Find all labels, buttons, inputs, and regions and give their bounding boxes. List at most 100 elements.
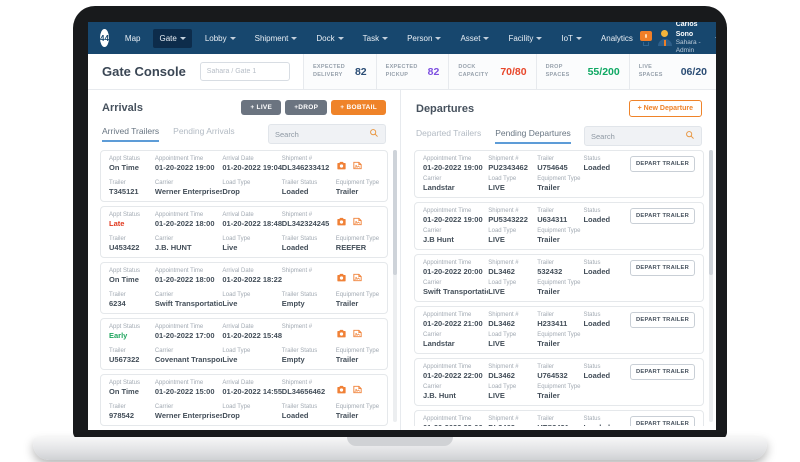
chevron-down-icon[interactable] (714, 36, 716, 40)
departure-card: Appointment Time 01-20-2022 21:00 Shipme… (414, 306, 704, 354)
arrivals-panel: Arrivals + LIVE +DROP + BOBTAIL Arrived … (88, 90, 401, 430)
depart-trailer-button[interactable]: DEPART TRAILER (630, 156, 695, 172)
tab-pending-departures[interactable]: Pending Departures (495, 128, 571, 144)
tab-departed-trailers[interactable]: Departed Trailers (416, 128, 482, 138)
appointment-time-cell: Appointment Time 01-20-2022 22:00 (423, 364, 488, 380)
field-label: Equipment Type (537, 228, 581, 234)
camera-icon[interactable] (336, 270, 347, 288)
arrival-date-cell: Arrival Date 01-20-2022 18:22 (222, 268, 281, 288)
arrivals-scrollbar[interactable] (393, 150, 397, 422)
tab-pending-arrivals[interactable]: Pending Arrivals (173, 126, 235, 136)
field-label: Trailer (109, 236, 126, 242)
field-label: Trailer Status (281, 236, 318, 242)
carrier-cell: Carrier J.B Hunt (423, 228, 488, 244)
carrier-value: Covenant Transport (154, 355, 223, 364)
nav-item[interactable]: Map (119, 29, 147, 48)
nav-item[interactable]: Gate (153, 28, 192, 48)
equipment-type-value: Trailer (335, 299, 359, 308)
chevron-down-icon (536, 36, 543, 40)
trailer-cell: Trailer 532432 (537, 260, 583, 276)
field-label: Trailer (537, 416, 554, 422)
equipment-type-cell: Equipment Type REEFER (336, 236, 379, 252)
trailer-value: 532432 (537, 267, 563, 276)
status-value: Loaded (583, 267, 611, 276)
add-live-button[interactable]: + LIVE (241, 100, 282, 115)
field-label: Trailer (537, 312, 554, 318)
photo-doc-icon[interactable] (352, 158, 363, 176)
equipment-type-cell: Equipment Type Trailer (336, 292, 379, 308)
trailer-value: 6234 (109, 299, 126, 308)
nav-item[interactable]: Task (357, 29, 394, 48)
nav-item[interactable]: Facility (502, 29, 548, 48)
nav-item[interactable]: Person (401, 29, 447, 48)
field-label: Equipment Type (537, 384, 581, 390)
add-drop-button[interactable]: +DROP (285, 100, 328, 115)
nav-item[interactable]: Analytics (595, 29, 639, 48)
trailer-status-cell: Trailer Status Loaded (282, 180, 336, 196)
depart-trailer-button[interactable]: DEPART TRAILER (630, 260, 695, 276)
load-type-value: LIVE (488, 183, 505, 192)
equipment-type-cell: Equipment Type Trailer (336, 404, 379, 420)
depart-trailer-button[interactable]: DEPART TRAILER (630, 416, 695, 426)
load-type-cell: Load Type LIVE (488, 176, 537, 192)
departures-search-input[interactable] (591, 131, 681, 141)
depart-trailer-button[interactable]: DEPART TRAILER (630, 364, 695, 380)
field-label: Status (583, 312, 601, 318)
new-departure-button[interactable]: + New Departure (628, 100, 702, 117)
photo-doc-icon[interactable] (352, 214, 363, 232)
field-label: Trailer (537, 260, 554, 266)
chevron-down-icon (337, 36, 344, 40)
search-icon[interactable] (685, 127, 695, 145)
stat-box: Live Spaces 06/20 (630, 54, 716, 89)
trailer-value: 978542 (109, 411, 135, 420)
field-label: Trailer Status (281, 348, 318, 354)
field-label: Load Type (488, 280, 517, 286)
load-type-value: LIVE (488, 339, 505, 348)
appt-status-cell: Appt Status On Time (109, 380, 155, 400)
load-type-value: Live (222, 243, 238, 252)
top-navbar: 44 Map Gate Lobby Shipment Dock Task Per… (88, 22, 716, 54)
shipment-cell: Shipment # DL34656462 (282, 380, 336, 400)
nav-item[interactable]: IoT (555, 29, 588, 48)
departures-scrollbar[interactable] (709, 150, 713, 422)
departure-card: Appointment Time 01-20-2022 20:00 Shipme… (414, 254, 704, 302)
nav-item[interactable]: Dock (310, 29, 349, 48)
chevron-down-icon (291, 36, 298, 40)
stat-value: 55/200 (587, 65, 620, 78)
search-icon[interactable] (369, 125, 379, 143)
appointment-time-value: 01-20-2022 20:00 (423, 267, 483, 276)
nav-item[interactable]: Asset (454, 29, 495, 48)
gate-input[interactable] (199, 62, 290, 81)
arrival-date-cell: Arrival Date 01-20-2022 14:55 (222, 380, 281, 400)
load-type-cell: Load Type Live (222, 236, 281, 252)
photo-doc-icon[interactable] (352, 326, 363, 344)
nav-item[interactable]: Shipment (249, 29, 304, 48)
tab-arrived-trailers[interactable]: Arrived Trailers (102, 126, 160, 142)
photo-doc-icon[interactable] (352, 382, 363, 400)
arrivals-search-input[interactable] (275, 129, 365, 139)
camera-icon[interactable] (336, 326, 347, 344)
photo-doc-icon[interactable] (352, 270, 363, 288)
field-label: Load Type (222, 236, 251, 242)
user-info[interactable]: Carlos Sono Sahara - Admin (676, 22, 707, 56)
arrival-date-cell: Arrival Date 01-20-2022 18:48 (222, 212, 281, 232)
stat-box: Drop Spaces 55/200 (537, 54, 630, 89)
trailer-status-cell: Trailer Status Loaded (282, 236, 336, 252)
user-avatar[interactable] (657, 30, 672, 46)
depart-trailer-button[interactable]: DEPART TRAILER (630, 312, 695, 328)
add-bobtail-button[interactable]: + BOBTAIL (331, 100, 386, 115)
nav-item[interactable]: Lobby (199, 29, 242, 48)
camera-icon[interactable] (336, 158, 347, 176)
depart-trailer-button[interactable]: DEPART TRAILER (630, 208, 695, 224)
laptop-base (33, 437, 767, 460)
camera-icon[interactable] (336, 214, 347, 232)
carrier-value: Werner Enterprises (154, 187, 223, 196)
camera-icon[interactable] (336, 382, 347, 400)
kiosk-icon[interactable] (639, 30, 652, 46)
shipment-value: DL34656462 (281, 387, 326, 396)
load-type-value: Drop (222, 187, 240, 196)
nav-item-label: Person (407, 33, 433, 43)
card-actions (336, 324, 379, 344)
appt-status-value: On Time (109, 275, 139, 284)
field-label: Load Type (222, 348, 251, 354)
